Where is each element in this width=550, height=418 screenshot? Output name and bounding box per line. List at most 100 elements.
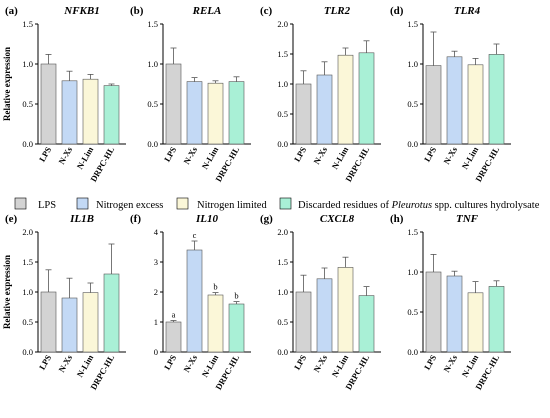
legend-swatch-nitrogen-limited <box>176 197 189 210</box>
panel-letter: (e) <box>5 213 18 225</box>
x-tick-label: N-Lim <box>200 145 221 171</box>
legend-label-drpc-hl-part1: Discarded residues of <box>298 200 392 211</box>
y-tick-label: 1.5 <box>147 19 158 29</box>
y-tick-label: 0.5 <box>22 317 33 327</box>
panels: (a) NFKB1 0.0 0.5 1.0 1.5 Relative expression L… <box>2 5 511 392</box>
x-tick-label: N-Xs <box>311 352 329 374</box>
x-tick-label: N-Lim <box>75 353 96 379</box>
y-tick-label: 1.0 <box>147 59 158 69</box>
bar-n-lim <box>82 292 99 353</box>
legend-label-lps: LPS <box>38 200 56 211</box>
significance-letter: a <box>172 310 176 320</box>
y-tick-label: 0.5 <box>22 99 33 109</box>
x-tick-label: LPS <box>162 353 179 372</box>
x-tick-label: LPS <box>37 145 54 164</box>
x-tick-label: N-Lim <box>460 145 481 171</box>
y-tick-label: 2.0 <box>277 19 288 29</box>
y-tick-label: 1.5 <box>277 49 288 59</box>
legend-swatch-nitrogen-excess <box>76 197 89 210</box>
bar-drpc-hl <box>228 303 245 353</box>
bar-n-lim <box>467 292 484 353</box>
bar-drpc-hl <box>103 85 120 145</box>
bar-lps <box>295 83 312 145</box>
gene-title: IL1B <box>69 213 94 225</box>
y-tick-label: 0.0 <box>407 347 418 357</box>
bar-lps <box>295 291 312 353</box>
significance-letter: b <box>234 291 238 301</box>
bar-lps <box>425 65 442 145</box>
y-tick-label: 0.5 <box>277 109 288 119</box>
x-tick-label: N-Xs <box>311 144 329 166</box>
x-tick-label: N-Lim <box>460 353 481 379</box>
y-axis-label: Relative expression <box>2 255 12 329</box>
y-tick-label: 0.0 <box>22 139 33 149</box>
legend-swatch-drpc-hl <box>279 197 292 210</box>
panel-letter: (d) <box>390 5 404 17</box>
gene-title: TLR4 <box>454 5 481 17</box>
y-tick-label: 0.5 <box>407 307 418 317</box>
y-tick-label: 1.0 <box>277 287 288 297</box>
legend-label-drpc-hl: Discarded residues of Pleurotus spp. cul… <box>298 200 540 211</box>
y-tick-label: 1.0 <box>407 59 418 69</box>
significance-letter: b <box>213 282 217 292</box>
x-tick-label: N-Lim <box>330 145 351 171</box>
y-tick-label: 2 <box>154 287 158 297</box>
x-tick-label: LPS <box>292 145 309 164</box>
x-tick-label: LPS <box>162 145 179 164</box>
bar-lps <box>425 271 442 353</box>
legend-label-nitrogen-limited: Nitrogen limited <box>197 200 267 211</box>
bar-lps <box>40 291 57 353</box>
y-tick-label: 0 <box>154 347 158 357</box>
legend-swatch-lps <box>14 197 27 210</box>
x-tick-label: LPS <box>422 145 439 164</box>
bar-n-xs <box>186 81 203 145</box>
y-tick-label: 1.5 <box>407 19 418 29</box>
x-tick-label: N-Lim <box>200 353 221 379</box>
bar-drpc-hl <box>228 81 245 145</box>
legend: LPS Nitrogen excess Nitrogen limited Dis… <box>14 197 540 211</box>
x-tick-label: N-Lim <box>75 145 96 171</box>
legend-label-drpc-hl-genus: Pleurotus <box>391 200 432 211</box>
y-tick-label: 1.0 <box>22 287 33 297</box>
panel-letter: (b) <box>130 5 144 17</box>
y-tick-label: 0.5 <box>407 99 418 109</box>
x-tick-label: N-Xs <box>441 352 459 374</box>
panel-letter: (h) <box>390 213 404 225</box>
bar-drpc-hl <box>358 295 375 353</box>
legend-label-drpc-hl-part3: spp. cultures hydrolysate <box>432 200 540 211</box>
gene-title: NFKB1 <box>63 5 99 17</box>
gene-title: TNF <box>456 213 479 225</box>
bar-lps <box>165 321 182 353</box>
x-tick-label: N-Xs <box>181 144 199 166</box>
y-tick-label: 1.5 <box>277 257 288 267</box>
x-tick-label: N-Xs <box>56 144 74 166</box>
y-axis-label: Relative expression <box>2 47 12 121</box>
panel-letter: (c) <box>260 5 273 17</box>
y-tick-label: 1.5 <box>22 19 33 29</box>
y-tick-label: 1 <box>154 317 158 327</box>
bar-n-lim <box>207 294 224 353</box>
y-tick-label: 0.0 <box>277 347 288 357</box>
x-tick-label: LPS <box>37 353 54 372</box>
y-tick-label: 0.0 <box>147 139 158 149</box>
bar-n-xs <box>61 80 78 145</box>
bar-n-lim <box>337 54 354 145</box>
bar-n-lim <box>82 78 99 145</box>
bar-drpc-hl <box>488 286 505 353</box>
panel-letter: (a) <box>5 5 18 17</box>
bar-drpc-hl <box>488 54 505 145</box>
y-tick-label: 0.0 <box>22 347 33 357</box>
y-tick-label: 0.5 <box>147 99 158 109</box>
x-tick-label: N-Lim <box>330 353 351 379</box>
bar-lps <box>165 63 182 145</box>
gene-title: CXCL8 <box>320 213 355 225</box>
y-tick-label: 0.5 <box>277 317 288 327</box>
x-tick-label: N-Xs <box>56 352 74 374</box>
y-tick-label: 1.5 <box>22 257 33 267</box>
x-tick-label: N-Xs <box>181 352 199 374</box>
x-tick-label: N-Xs <box>441 144 459 166</box>
